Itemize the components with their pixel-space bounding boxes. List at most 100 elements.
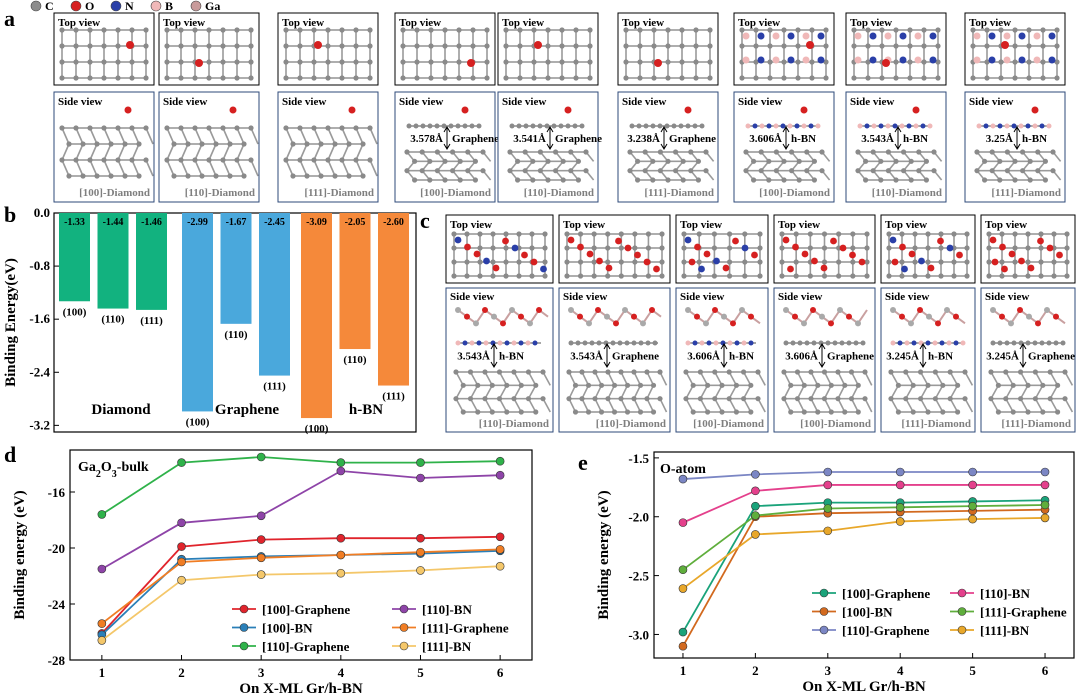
- carbon-atom: [66, 173, 72, 179]
- carbon-atom: [545, 177, 551, 183]
- carbon-atom: [974, 168, 980, 174]
- carbon-atom: [864, 245, 870, 251]
- panel-a-structures: Top view Side view [100]-Diamond Top view Si…: [53, 12, 1066, 203]
- series-line-[110]-BN: [101, 470, 501, 570]
- carbon-atom: [129, 157, 135, 163]
- carbon-atom: [1004, 149, 1011, 155]
- bond: [313, 159, 322, 177]
- oxygen-atom: [703, 250, 711, 258]
- carbon-atom: [864, 231, 870, 237]
- side-view-caption: [100]-Diamond: [79, 187, 150, 199]
- carbon-atom: [753, 59, 759, 65]
- layer-atom: [671, 123, 677, 129]
- layer-atom: [960, 340, 966, 346]
- carbon-atom: [779, 231, 785, 237]
- carbon-atom: [651, 43, 657, 49]
- bn-atom: [869, 32, 877, 40]
- carbon-atom: [974, 149, 980, 155]
- carbon-atom: [733, 409, 740, 415]
- carbon-atom: [773, 149, 780, 155]
- carbon-atom: [540, 396, 546, 402]
- carbon-atom: [353, 27, 359, 33]
- arrow-head: [720, 361, 728, 368]
- oxygen-atom: [605, 264, 613, 272]
- oxygen-atom: [782, 236, 790, 244]
- carbon-atom: [681, 273, 687, 279]
- carbon-atom: [108, 141, 114, 147]
- carbon-atom: [559, 59, 565, 65]
- carbon-atom: [516, 273, 522, 279]
- carbon-atom: [304, 173, 310, 179]
- oxygen-atom: [649, 307, 655, 313]
- carbon-atom: [101, 43, 107, 49]
- oxygen-atom: [839, 244, 847, 252]
- layer-atom: [927, 123, 933, 129]
- carbon-atom: [885, 149, 892, 155]
- carbon-atom: [637, 27, 643, 33]
- carbon-atom: [931, 149, 937, 155]
- carbon-atom: [339, 27, 345, 33]
- nitrogen-atom: [741, 244, 749, 252]
- oxygen-atom: [586, 250, 594, 258]
- carbon-atom: [442, 177, 448, 183]
- layer-atom: [1032, 123, 1038, 129]
- data-point-[110]-Graphene: [97, 510, 107, 519]
- oxygen-atom: [882, 59, 890, 67]
- carbon-atom: [1018, 369, 1024, 375]
- carbon-atom: [73, 125, 79, 131]
- layer-atom: [582, 340, 588, 346]
- layer-atom: [692, 123, 698, 129]
- carbon-atom: [657, 149, 664, 155]
- carbon-atom: [955, 382, 961, 388]
- series-line-[110]-BN: [682, 484, 1046, 524]
- bn-atom: [772, 56, 780, 64]
- oxygen-atom: [348, 106, 356, 114]
- legend-entry: [111]-Graphene: [980, 605, 1067, 620]
- carbon-atom: [808, 369, 814, 375]
- carbon-atom: [650, 177, 656, 183]
- layer-atom: [790, 340, 796, 346]
- bond: [285, 159, 294, 177]
- carbon-atom: [645, 231, 652, 237]
- atom-key-dot-C: [30, 0, 42, 12]
- carbon-atom: [143, 75, 149, 81]
- y-tick-label: -3.2: [29, 417, 50, 432]
- bar-value-label: -3.09: [306, 217, 327, 228]
- bar-value-label: -1.46: [141, 217, 162, 228]
- top-view-frame: [675, 214, 769, 284]
- carbon-atom: [504, 409, 510, 415]
- carbon-atom: [427, 177, 433, 183]
- carbon-atom: [553, 149, 559, 155]
- bond: [75, 159, 84, 177]
- carbon-atom: [1012, 27, 1018, 33]
- side-view-caption: [100]-Diamond: [759, 187, 830, 199]
- carbon-atom: [311, 59, 317, 65]
- legend-marker: [399, 641, 409, 651]
- bond: [327, 127, 336, 145]
- carbon-atom: [823, 43, 829, 49]
- top-view-label: Top view: [969, 17, 1011, 29]
- carbon-atom: [695, 177, 702, 183]
- carbon-atom: [719, 382, 725, 388]
- arrow-head: [1013, 126, 1021, 133]
- side-view-label: Side view: [622, 96, 666, 108]
- side-view-structure: 3.245Å Graphene: [986, 307, 1075, 415]
- carbon-atom: [605, 231, 611, 237]
- carbon-atom: [804, 149, 810, 155]
- side-view-structure: 3.606Å h-BN: [683, 307, 766, 415]
- carbon-atom: [862, 369, 868, 375]
- arrow-head: [818, 343, 826, 350]
- panel-c-cell-3: Top view Side view 3.606Å h-BN [100]-Diamond: [675, 214, 769, 433]
- oxygen-atom: [927, 264, 935, 272]
- carbon-atom: [1025, 259, 1031, 265]
- layer-atom: [899, 123, 905, 129]
- layer-material: h-BN: [499, 351, 524, 363]
- data-point-[110]-BN: [751, 486, 760, 496]
- side-view-lattice: 3.541Å Graphene: [507, 123, 602, 183]
- bn-atom: [742, 32, 750, 40]
- data-point-[100]-Graphene: [751, 501, 760, 511]
- carbon-atom: [360, 141, 366, 147]
- layer-atom: [913, 123, 919, 129]
- carbon-atom: [903, 396, 909, 402]
- atom-key-label-Ga: Ga: [205, 0, 220, 13]
